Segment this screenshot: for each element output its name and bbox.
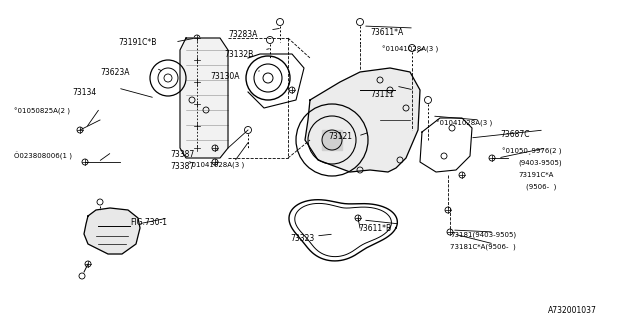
Text: °01041028A(3 ): °01041028A(3 )	[436, 120, 492, 127]
Text: 73121: 73121	[328, 132, 352, 141]
Text: 73387: 73387	[170, 162, 195, 171]
Text: 73323: 73323	[290, 234, 314, 243]
Text: 73611*B: 73611*B	[358, 224, 391, 233]
Text: °01050¸9976(2 ): °01050¸9976(2 )	[502, 148, 561, 156]
Text: 73181C*A(9506-  ): 73181C*A(9506- )	[450, 244, 516, 251]
Polygon shape	[322, 130, 342, 150]
Text: °01050825A(2 ): °01050825A(2 )	[14, 108, 70, 115]
Polygon shape	[180, 38, 228, 158]
Polygon shape	[305, 68, 420, 172]
Text: Ô023808006(1 ): Ô023808006(1 )	[14, 152, 72, 160]
Text: 73181(9403-9505): 73181(9403-9505)	[450, 232, 516, 238]
Text: 73191C*A: 73191C*A	[518, 172, 554, 178]
Text: 73387: 73387	[170, 150, 195, 159]
Text: 73132B: 73132B	[224, 50, 253, 59]
Text: 73611*A: 73611*A	[370, 28, 403, 37]
Text: (9403-9505): (9403-9505)	[518, 160, 562, 166]
Text: 73191C*B: 73191C*B	[118, 38, 156, 47]
Text: FIG.730-1: FIG.730-1	[130, 218, 167, 227]
Text: 73111: 73111	[370, 90, 394, 99]
Text: A732001037: A732001037	[548, 306, 597, 315]
Text: 73134: 73134	[72, 88, 96, 97]
Text: 73623A: 73623A	[100, 68, 129, 77]
Text: °01041028A(3 ): °01041028A(3 )	[188, 162, 244, 169]
Text: °01041028A(3 ): °01041028A(3 )	[382, 46, 438, 53]
Text: (9506-  ): (9506- )	[526, 184, 556, 190]
Text: 73687C: 73687C	[500, 130, 529, 139]
Polygon shape	[84, 208, 140, 254]
Text: 73283A: 73283A	[228, 30, 257, 39]
Text: 73130A: 73130A	[210, 72, 239, 81]
